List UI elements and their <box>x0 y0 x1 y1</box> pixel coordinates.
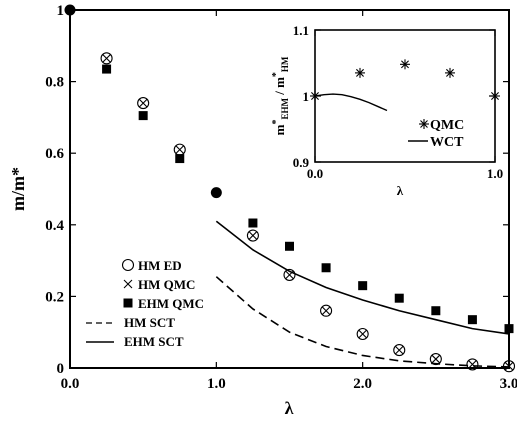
inset-legend: QMC WCT <box>408 118 464 150</box>
hm-qmc-point-9 <box>468 360 477 369</box>
y-tick-label-0: 0 <box>57 361 65 377</box>
legend-label-ehm-qmc: EHM QMC <box>138 296 204 311</box>
ehm-qmc-point-0 <box>102 64 112 74</box>
hm-ed-point-4 <box>283 268 296 281</box>
x-tick-label-2: 2.0 <box>353 376 372 392</box>
series-5-point-1 <box>210 187 222 199</box>
inset-y-tick-label-1: 1 <box>303 89 310 104</box>
hm-qmc-point-6 <box>358 329 368 339</box>
hm-ed-point-8 <box>429 352 442 366</box>
ehm-qmc-point-3 <box>248 218 258 228</box>
inset-axis-ticks: 0.0 1.0 0.9 1 1.1 <box>293 23 503 181</box>
inset-data-marks <box>310 59 500 112</box>
main-plot-frame <box>69 9 510 369</box>
inset-plot-frame <box>314 29 496 163</box>
ehm-qmc-point-9 <box>467 315 477 325</box>
hm-ed-point-3 <box>246 229 259 242</box>
hm-qmc-point-7 <box>394 345 404 355</box>
hm-qmc-point-1 <box>138 98 148 108</box>
inset-y-label-sep: / m <box>272 77 287 98</box>
inset-legend-label-qmc: QMC <box>430 118 464 133</box>
inset-x-tick-label-1: 1.0 <box>487 166 503 181</box>
legend-marker-hm-ed <box>121 258 135 272</box>
inset-x-tick-label-0: 0.0 <box>307 166 323 181</box>
inset-plot: 0.0 1.00.911.1 λ m*EHM / m*HM QMC WCT <box>271 23 503 198</box>
hm-ed-point-1 <box>137 97 150 110</box>
y-tick-label-5: 1 <box>57 3 65 19</box>
inset-y-tick-label-2: 1.1 <box>293 23 309 38</box>
legend-label-hm-sct: HM SCT <box>124 315 175 330</box>
inset-wct-line <box>314 93 388 112</box>
hm-qmc-point-5 <box>321 306 331 316</box>
inset-y-tick-label-0: 0.9 <box>293 155 310 170</box>
series-5-point-0 <box>64 4 76 16</box>
inset-y-label-star1: * <box>271 120 282 125</box>
hm-ed-point-5 <box>320 304 333 317</box>
y-tick-label-4: 0.8 <box>45 75 64 91</box>
inset-qmc-point-3 <box>445 67 455 78</box>
hm-qmc-point-2 <box>175 145 185 155</box>
main-axis-ticks: 0.0 1.0 2.0 3.0 0 0.2 0.4 0.6 0.8 1 <box>45 3 517 392</box>
hm-ed-point-0 <box>100 52 113 65</box>
inset-y-label-m1: m <box>272 124 287 135</box>
inset-y-axis-title: m*EHM / m*HM <box>271 56 290 135</box>
inset-qmc-point-4 <box>490 91 500 101</box>
y-axis-title: m/m* <box>8 167 28 211</box>
y-tick-label-3: 0.6 <box>45 146 64 162</box>
legend-label-hm-qmc: HM QMC <box>138 277 195 292</box>
main-legend: HM ED HM QMC EHM QMC HM SCT EHM SCT <box>86 258 204 349</box>
ehm-qmc-point-7 <box>394 293 404 303</box>
inset-x-axis-title: λ <box>397 183 404 198</box>
inset-y-label-star2: * <box>271 72 282 77</box>
ehm-qmc-point-8 <box>431 306 441 316</box>
hm-qmc-point-0 <box>102 53 111 63</box>
legend-marker-hm-qmc <box>123 279 133 289</box>
legend-marker-ehm-qmc <box>123 298 133 308</box>
inset-y-label-sub2: HM <box>280 56 290 72</box>
hm-ed-point-6 <box>356 327 369 341</box>
x-tick-label-0: 0.0 <box>61 376 80 392</box>
ehm-qmc-point-5 <box>321 263 331 273</box>
hm-ed-point-9 <box>466 358 479 371</box>
ehm-sct-line <box>215 220 510 335</box>
inset-legend-marker-qmc <box>419 119 429 129</box>
ehm-qmc-point-2 <box>175 154 185 164</box>
x-axis-title: λ <box>285 398 294 418</box>
y-tick-label-2: 0.4 <box>45 218 64 234</box>
hm-qmc-point-3 <box>248 231 258 240</box>
hm-sct-line <box>215 276 510 368</box>
x-tick-label-1: 1.0 <box>207 376 226 392</box>
ehm-qmc-point-4 <box>285 241 294 251</box>
ehm-qmc-point-10 <box>504 324 514 334</box>
hm-qmc-point-8 <box>431 354 441 364</box>
ehm-qmc-point-1 <box>138 111 148 121</box>
x-tick-label-3: 3.0 <box>500 376 517 392</box>
inset-legend-label-wct: WCT <box>430 135 464 150</box>
hm-ed-point-7 <box>393 344 406 357</box>
y-tick-label-1: 0.2 <box>45 289 64 305</box>
main-data-marks <box>64 4 516 373</box>
inset-qmc-point-1 <box>355 67 365 78</box>
legend-label-hm-ed: HM ED <box>138 258 182 273</box>
inset-y-label-sub1: EHM <box>280 98 290 120</box>
legend-label-ehm-sct: EHM SCT <box>124 334 184 349</box>
ehm-qmc-point-6 <box>358 281 368 291</box>
inset-qmc-point-2 <box>400 59 410 70</box>
